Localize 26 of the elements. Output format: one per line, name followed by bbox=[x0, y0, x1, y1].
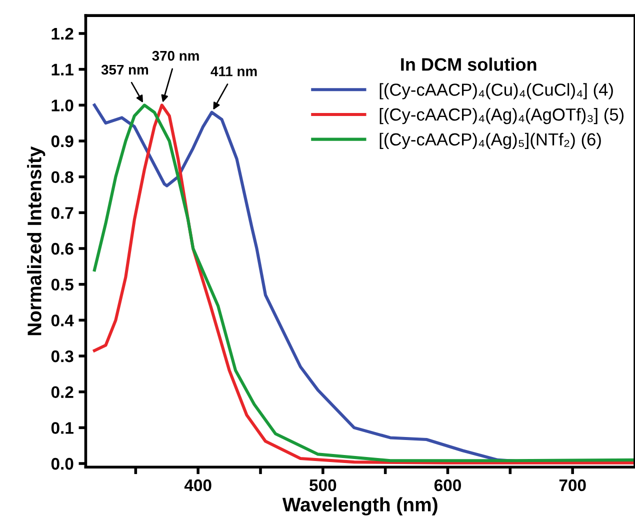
y-tick-label: 1.2 bbox=[52, 28, 74, 40]
y-tick-label: 0.6 bbox=[51, 242, 74, 255]
y-axis-title: Normalized Intensity bbox=[27, 146, 46, 336]
x-tick-label: 400 bbox=[184, 479, 212, 492]
annotation: 411 nm bbox=[210, 66, 257, 76]
y-tick-label: 0.1 bbox=[51, 422, 74, 434]
y-tick-label: 0.3 bbox=[51, 350, 74, 362]
y-tick-label: 0.0 bbox=[51, 458, 74, 470]
legend-label: [(Cy-cAACP)₄(Cu)₄(CuCl)₄] (4) bbox=[380, 83, 613, 100]
x-axis-title: Wavelength (nm) bbox=[282, 497, 438, 516]
y-tick-label: 0.7 bbox=[51, 207, 74, 219]
legend-label: [(Cy-cAACP)₄(Ag)₅](NTf₂) (6) bbox=[380, 132, 601, 150]
x-tick-label: 600 bbox=[434, 479, 461, 492]
x-tick-label: 700 bbox=[559, 479, 586, 492]
legend-title: In DCM solution bbox=[401, 58, 536, 71]
y-tick-label: 0.2 bbox=[51, 386, 74, 398]
y-tick-label: 0.4 bbox=[51, 314, 74, 326]
y-tick-label: 1.0 bbox=[52, 100, 74, 112]
x-tick-label: 500 bbox=[310, 479, 336, 492]
annotation: 370 nm bbox=[152, 50, 199, 61]
legend-label: [(Cy-cAACP)₄(Ag)₄(AgOTf)₃] (5) bbox=[380, 108, 624, 124]
annotation: 357 nm bbox=[101, 64, 148, 75]
y-tick-label: 0.8 bbox=[51, 171, 74, 184]
y-tick-label: 1.1 bbox=[52, 64, 74, 76]
y-tick-label: 0.9 bbox=[51, 135, 74, 148]
y-tick-label: 0.5 bbox=[51, 278, 74, 291]
